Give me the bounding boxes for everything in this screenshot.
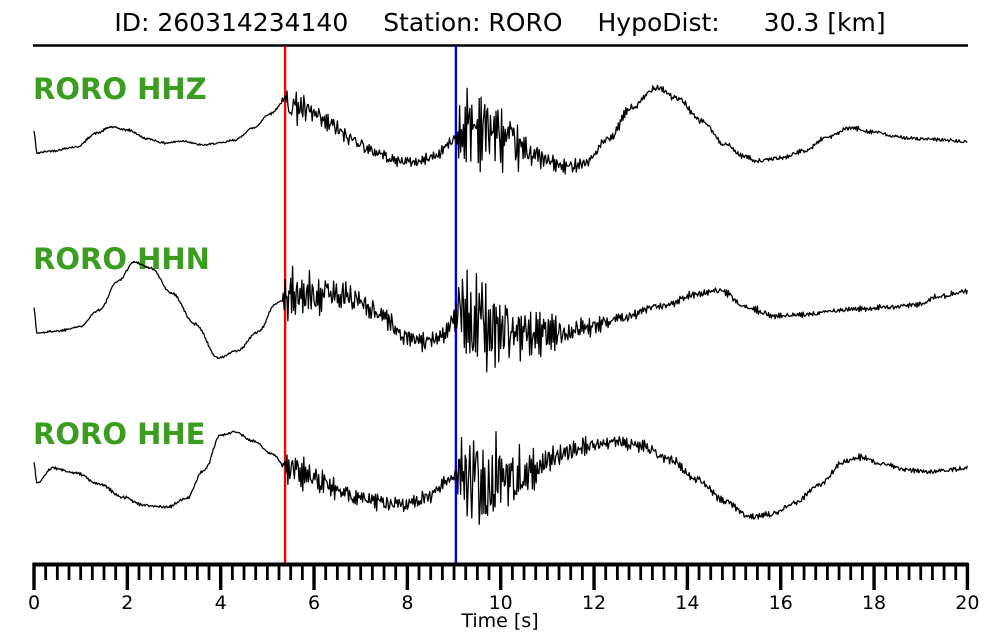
waveform-traces (33, 84, 969, 525)
x-tick-label: 6 (308, 592, 320, 614)
title-hypodist-label: HypoDist: (598, 8, 720, 37)
x-axis: 0 2 4 6 8 10 12 14 16 18 20 Time [s] (28, 562, 980, 632)
x-tick-label: 0 (28, 592, 40, 614)
x-tick-label: 14 (675, 592, 699, 614)
x-tick-label: 4 (215, 592, 227, 614)
channel-label-hhn: RORO HHN (33, 242, 210, 276)
x-axis-major-ticks (32, 563, 970, 590)
x-tick-label: 12 (582, 592, 606, 614)
trace-hhe (33, 430, 969, 525)
x-axis-minor-ticks (44, 563, 958, 580)
x-tick-label: 18 (862, 592, 886, 614)
x-tick-label: 2 (121, 592, 133, 614)
x-tick-label: 8 (401, 592, 413, 614)
x-tick-label: 20 (955, 592, 979, 614)
x-axis-title: Time [s] (460, 610, 538, 632)
title-hypodist-value: 30.3 [km] (764, 8, 886, 37)
channel-label-hhe: RORO HHE (33, 417, 205, 451)
trace-hhn (33, 260, 969, 373)
channel-label-hhz: RORO HHZ (33, 72, 207, 106)
figure-title: ID: 260314234140 Station: RORO HypoDist:… (114, 8, 885, 37)
x-axis-tick-labels: 0 2 4 6 8 10 12 14 16 18 20 (28, 592, 980, 614)
title-station: Station: RORO (383, 8, 562, 37)
trace-hhz (33, 84, 968, 175)
x-tick-label: 16 (769, 592, 793, 614)
x-tick-label: 10 (489, 592, 513, 614)
title-event-id: ID: 260314234140 (114, 8, 348, 37)
